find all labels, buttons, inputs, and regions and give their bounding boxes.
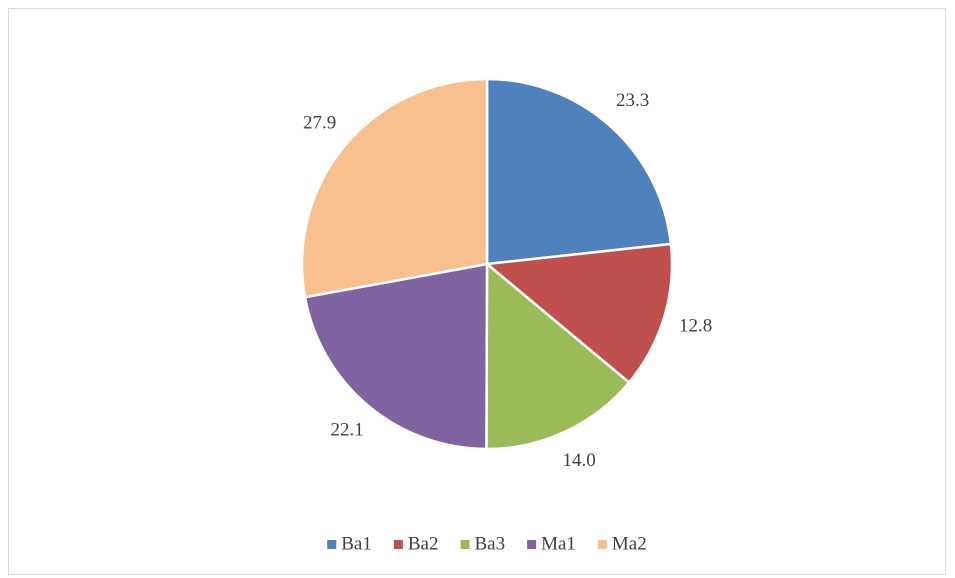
legend-marker: [460, 540, 470, 549]
data-label: 12.8: [679, 315, 712, 336]
data-label: 14.0: [562, 450, 595, 471]
pie-slice: [485, 77, 673, 266]
legend-marker: [597, 540, 607, 549]
legend-label: Ba3: [474, 533, 505, 554]
legend-marker: [393, 540, 403, 549]
pie-slice: [303, 262, 489, 451]
legend-marker: [527, 540, 537, 549]
pie-slice: [485, 261, 631, 451]
legend-label: Ba2: [408, 533, 439, 554]
pie-slice: [300, 77, 489, 299]
data-label: 27.9: [303, 113, 336, 134]
legend-label: Ba1: [341, 533, 372, 554]
legend-label: Ma1: [541, 533, 576, 554]
legend-marker: [327, 540, 337, 549]
data-label: 23.3: [616, 90, 649, 111]
legend-label: Ma2: [612, 533, 647, 554]
data-label: 22.1: [330, 420, 363, 441]
pie-slice: [483, 242, 674, 385]
